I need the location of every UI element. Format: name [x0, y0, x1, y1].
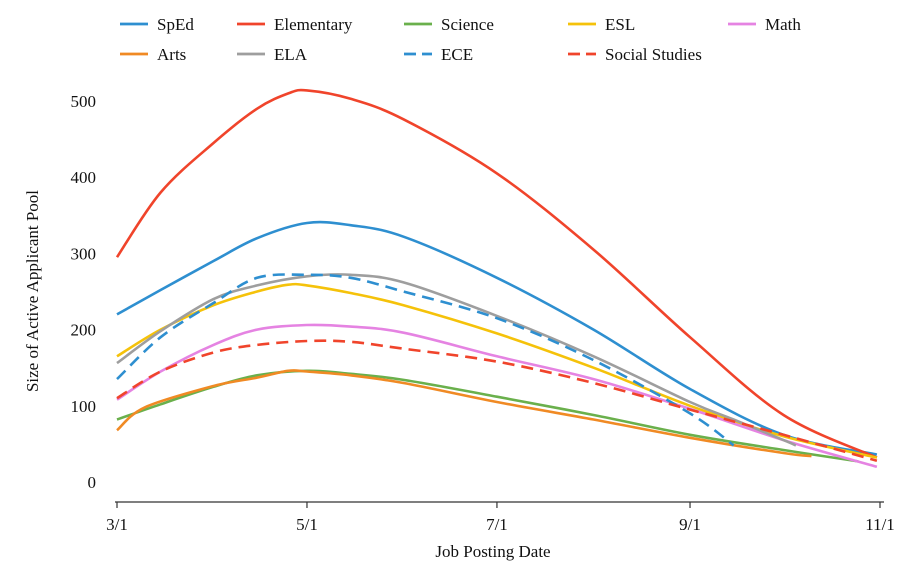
x-tick-label: 9/1	[679, 515, 701, 534]
y-tick-label: 300	[71, 244, 97, 263]
legend-label: ESL	[605, 15, 635, 34]
legend-label: Elementary	[274, 15, 353, 34]
legend-label: ECE	[441, 45, 473, 64]
legend-label: Math	[765, 15, 801, 34]
legend: SpEd Elementary Science ESL Math Arts ELA ECE So…	[120, 15, 801, 64]
legend-label: Science	[441, 15, 494, 34]
series-line-sped	[116, 220, 878, 456]
series-line-ece	[116, 273, 735, 447]
y-tick-label: 100	[71, 397, 97, 416]
series-line-elementary	[115, 88, 878, 459]
series-line-social-studies	[116, 339, 878, 462]
legend-label: SpEd	[157, 15, 194, 34]
x-tick-label: 3/1	[106, 515, 128, 534]
x-tick-label: 5/1	[296, 515, 318, 534]
legend-label: ELA	[274, 45, 308, 64]
y-tick-label: 400	[71, 168, 97, 187]
legend-label: Social Studies	[605, 45, 702, 64]
y-axis-ticks: 0 100 200 300 400 500	[71, 92, 97, 492]
x-axis-ticks: 3/1 5/1 7/1 9/1 11/1	[106, 502, 895, 534]
y-tick-label: 200	[71, 321, 97, 340]
y-axis-title: Size of Active Applicant Pool	[23, 190, 42, 392]
y-tick-label: 500	[71, 92, 97, 111]
x-axis-title: Job Posting Date	[435, 542, 550, 561]
series-line-arts	[116, 369, 812, 458]
series-line-esl	[116, 282, 878, 459]
x-tick-label: 7/1	[486, 515, 508, 534]
legend-label: Arts	[157, 45, 186, 64]
x-tick-label: 11/1	[865, 515, 895, 534]
series-line-ela	[116, 273, 797, 447]
y-tick-label: 0	[88, 473, 97, 492]
series-lines	[115, 88, 878, 469]
